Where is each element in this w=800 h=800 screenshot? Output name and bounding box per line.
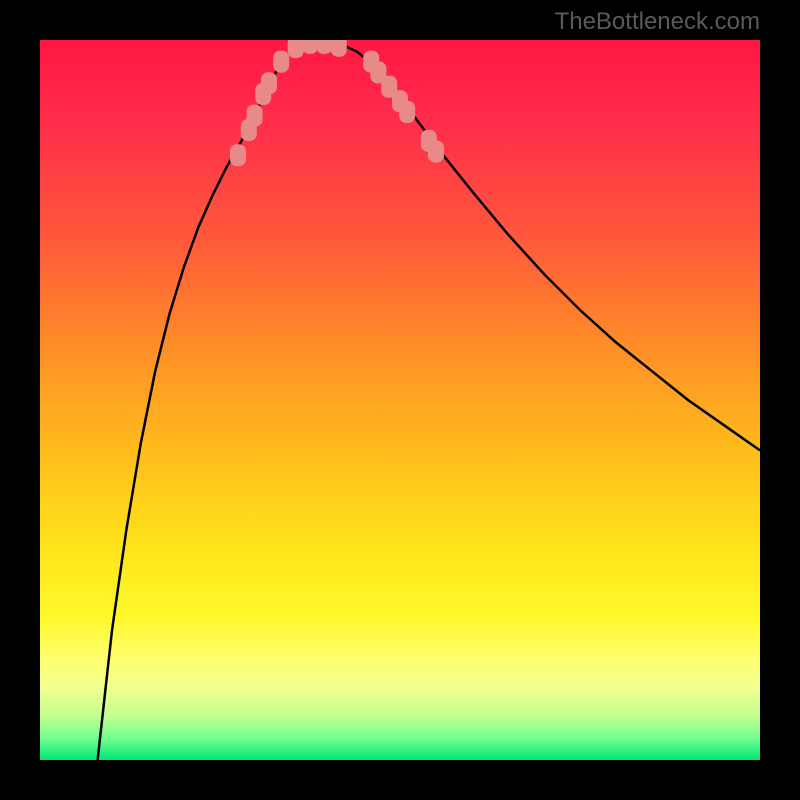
marker (428, 141, 444, 163)
watermark-text: TheBottleneck.com (555, 8, 760, 36)
marker (247, 105, 263, 127)
chart-background (40, 40, 760, 760)
marker (316, 40, 332, 54)
marker (273, 51, 289, 73)
marker (261, 72, 277, 94)
marker (302, 40, 318, 54)
marker (331, 40, 347, 57)
marker (399, 101, 415, 123)
chart-svg (40, 40, 760, 760)
bottleneck-chart (40, 40, 760, 760)
marker (288, 40, 304, 58)
marker (230, 144, 246, 166)
